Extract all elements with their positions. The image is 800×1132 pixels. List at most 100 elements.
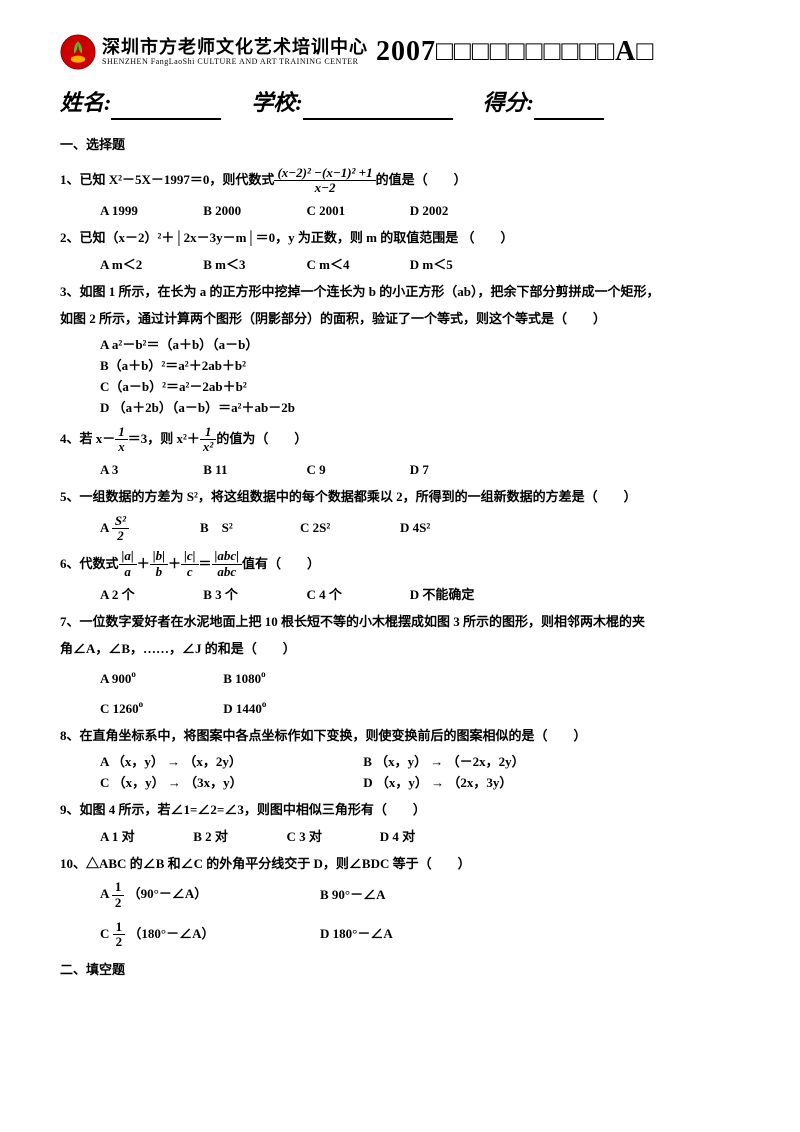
q4-pre: 4、若 x－ — [60, 429, 115, 450]
q10-cf: 1 — [113, 920, 126, 935]
q4-f2d: x² — [200, 440, 216, 454]
q4-f1n: 1 — [115, 425, 128, 440]
q6-f1d: a — [119, 565, 137, 579]
q8-b: B （x，y） → （－2x，2y） — [363, 752, 524, 773]
q10-options-2: C 12 （180°－∠A） D 180°－∠A — [100, 920, 740, 950]
q10-arest: （90°－∠A） — [128, 884, 208, 905]
q6-f4d: abc — [212, 565, 243, 579]
q6-f3n: |c| — [181, 549, 199, 564]
q8-d: D （x，y） → （2x，3y） — [363, 773, 512, 794]
school-label: 学校: — [251, 85, 302, 120]
q10-cfd: 2 — [113, 935, 126, 949]
question-5: 5、一组数据的方差为 S²，将这组数据中的每个数据都乘以 2，所得到的一组新数据… — [60, 487, 740, 508]
question-10: 10、△ABC 的∠B 和∠C 的外角平分线交于 D，则∠BDC 等于（ ） — [60, 854, 740, 875]
q7-options-2: C 1260o D 1440o — [100, 697, 740, 719]
q1-den: x−2 — [274, 181, 375, 195]
q4-a: A 3 — [100, 460, 200, 481]
form-row: 姓名: 学校: 得分: — [60, 85, 740, 120]
q4-c: C 9 — [307, 460, 407, 481]
q7-a: A 900 — [100, 669, 131, 690]
q10-af: 1 — [112, 880, 125, 895]
q2-c: C m＜4 — [307, 255, 407, 276]
question-7-l1: 7、一位数字爱好者在水泥地面上把 10 根长短不等的小木棍摆成如图 3 所示的图… — [60, 612, 740, 633]
question-9: 9、如图 4 所示，若∠1=∠2=∠3，则图中相似三角形有（ ） — [60, 800, 740, 821]
q10-b: B 90°－∠A — [320, 885, 386, 906]
q6-f4n: |abc| — [212, 549, 243, 564]
question-4: 4、若 x－ 1 x ＝3，则 x²＋ 1 x² 的值为（ ） — [60, 425, 740, 455]
q3-a: A a²－b²＝（a＋b）（a－b） — [100, 335, 740, 356]
q8-options-1: A （x，y） → （x，2y） B （x，y） → （－2x，2y） — [100, 752, 740, 773]
q2-b: B m＜3 — [203, 255, 303, 276]
header-en: SHENZHEN FangLaoShi CULTURE AND ART TRAI… — [102, 58, 368, 67]
q2-d: D m＜5 — [410, 255, 453, 276]
question-7-l2: 角∠A，∠B，……，∠J 的和是（ ） — [60, 639, 740, 660]
q5-an: S² — [112, 514, 129, 529]
score-field[interactable]: 得分: — [483, 85, 604, 120]
year-title: 2007□□□□□□□□□□A□ — [376, 30, 654, 75]
q6-post: 值有（ ） — [242, 554, 320, 575]
q1-a: A 1999 — [100, 201, 200, 222]
q4-b: B 11 — [203, 460, 303, 481]
q6-f2n: |b| — [150, 549, 168, 564]
question-3-l2: 如图 2 所示，通过计算两个图形（阴影部分）的面积，验证了一个等式，则这个等式是… — [60, 309, 740, 330]
header-cn: 深圳市方老师文化艺术培训中心 — [102, 38, 368, 58]
name-label: 姓名: — [60, 85, 111, 120]
section-1-title: 一、选择题 — [60, 135, 740, 156]
logo-icon — [60, 34, 96, 70]
q3-d: D （a＋2b）（a－b）＝a²＋ab－2b — [100, 398, 740, 419]
q3-b: B（a＋b）²＝a²＋2ab＋b² — [100, 356, 740, 377]
q4-mid: ＝3，则 x²＋ — [128, 429, 200, 450]
question-3-l1: 3、如图 1 所示，在长为 a 的正方形中挖掉一个连长为 b 的小正方形（ab）… — [60, 282, 740, 303]
q1-b: B 2000 — [203, 201, 303, 222]
q1-c: C 2001 — [307, 201, 407, 222]
school-field[interactable]: 学校: — [251, 85, 452, 120]
q7-options-1: A 900o B 1080o — [100, 667, 740, 689]
q6-d: D 不能确定 — [410, 585, 475, 606]
question-2: 2、已知（x－2）²＋│2x－3y－m│＝0，y 为正数，则 m 的取值范围是 … — [60, 228, 740, 249]
section-2-title: 二、填空题 — [60, 960, 740, 981]
q7-d: D 1440 — [223, 699, 262, 720]
q4-options: A 3 B 11 C 9 D 7 — [100, 460, 740, 481]
q2-options: A m＜2 B m＜3 C m＜4 D m＜5 — [100, 255, 740, 276]
q6-f1n: |a| — [119, 549, 137, 564]
q6-f3d: c — [181, 565, 199, 579]
q1-d: D 2002 — [410, 201, 449, 222]
q4-d: D 7 — [410, 460, 429, 481]
q10-crest: （180°－∠A） — [128, 924, 214, 945]
question-6: 6、代数式 |a|a ＋ |b|b ＋ |c|c ＝ |abc|abc 值有（ … — [60, 549, 740, 579]
q10-options-1: A 12 （90°－∠A） B 90°－∠A — [100, 880, 740, 910]
q1-options: A 1999 B 2000 C 2001 D 2002 — [100, 201, 740, 222]
q4-post: 的值为（ ） — [216, 429, 307, 450]
q5-d: D 4S² — [400, 518, 430, 539]
q1-post: 的值是（ ） — [376, 170, 467, 191]
q6-options: A 2 个 B 3 个 C 4 个 D 不能确定 — [100, 585, 740, 606]
q8-c: C （x，y） → （3x，y） — [100, 773, 360, 794]
q5-c: C 2S² — [300, 518, 400, 539]
q2-a: A m＜2 — [100, 255, 200, 276]
q9-a: A 1 对 — [100, 827, 190, 848]
q9-c: C 3 对 — [287, 827, 377, 848]
q9-b: B 2 对 — [193, 827, 283, 848]
q5-b: B S² — [200, 518, 300, 539]
question-8: 8、在直角坐标系中，将图案中各点坐标作如下变换，则使变换前后的图案相似的是（ ） — [60, 726, 740, 747]
header-text: 深圳市方老师文化艺术培训中心 SHENZHEN FangLaoShi CULTU… — [102, 38, 368, 67]
q4-f1d: x — [115, 440, 128, 454]
q5-ad: 2 — [112, 529, 129, 543]
q1-num: (x−2)² −(x−1)² +1 — [274, 166, 375, 181]
name-field[interactable]: 姓名: — [60, 85, 221, 120]
q6-pre: 6、代数式 — [60, 554, 119, 575]
q6-b: B 3 个 — [203, 585, 303, 606]
q6-a: A 2 个 — [100, 585, 200, 606]
q7-b: B 1080 — [223, 669, 261, 690]
q9-d: D 4 对 — [380, 827, 415, 848]
q10-d: D 180°－∠A — [320, 924, 393, 945]
q8-options-2: C （x，y） → （3x，y） D （x，y） → （2x，3y） — [100, 773, 740, 794]
q6-f2d: b — [150, 565, 168, 579]
question-1: 1、已知 X²－5X－1997＝0，则代数式 (x−2)² −(x−1)² +1… — [60, 166, 740, 196]
q1-pre: 1、已知 X²－5X－1997＝0，则代数式 — [60, 170, 274, 191]
q9-options: A 1 对 B 2 对 C 3 对 D 4 对 — [100, 827, 740, 848]
q10-afd: 2 — [112, 896, 125, 910]
q4-f2n: 1 — [200, 425, 216, 440]
q7-c: C 1260 — [100, 699, 139, 720]
score-label: 得分: — [483, 85, 534, 120]
